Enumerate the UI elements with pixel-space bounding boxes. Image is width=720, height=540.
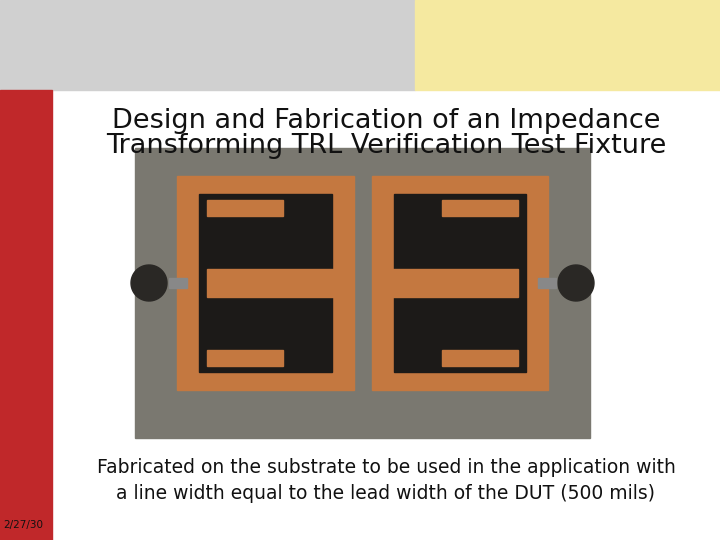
Bar: [0, 0, 415, 90]
Bar: [379, 269, 518, 297]
Bar: [169, 278, 187, 288]
Text: Design and Fabrication of an Impedance: Design and Fabrication of an Impedance: [112, 108, 660, 134]
Bar: [442, 350, 518, 366]
Text: 2/27/30: 2/27/30: [3, 520, 43, 530]
Text: a line width equal to the lead width of the DUT (500 mils): a line width equal to the lead width of …: [117, 484, 655, 503]
Bar: [394, 194, 526, 372]
Text: Fabricated on the substrate to be used in the application with: Fabricated on the substrate to be used i…: [96, 458, 675, 477]
Bar: [442, 200, 518, 216]
Bar: [135, 148, 590, 438]
Bar: [177, 176, 354, 390]
Text: Transforming TRL Verification Test Fixture: Transforming TRL Verification Test Fixtu…: [106, 133, 666, 159]
Bar: [372, 176, 548, 390]
Bar: [207, 269, 346, 297]
Polygon shape: [131, 265, 167, 301]
Bar: [207, 200, 283, 216]
Polygon shape: [558, 265, 594, 301]
Bar: [415, 0, 720, 90]
Bar: [0, 90, 52, 540]
Bar: [207, 350, 283, 366]
Bar: [199, 194, 331, 372]
Bar: [538, 278, 556, 288]
